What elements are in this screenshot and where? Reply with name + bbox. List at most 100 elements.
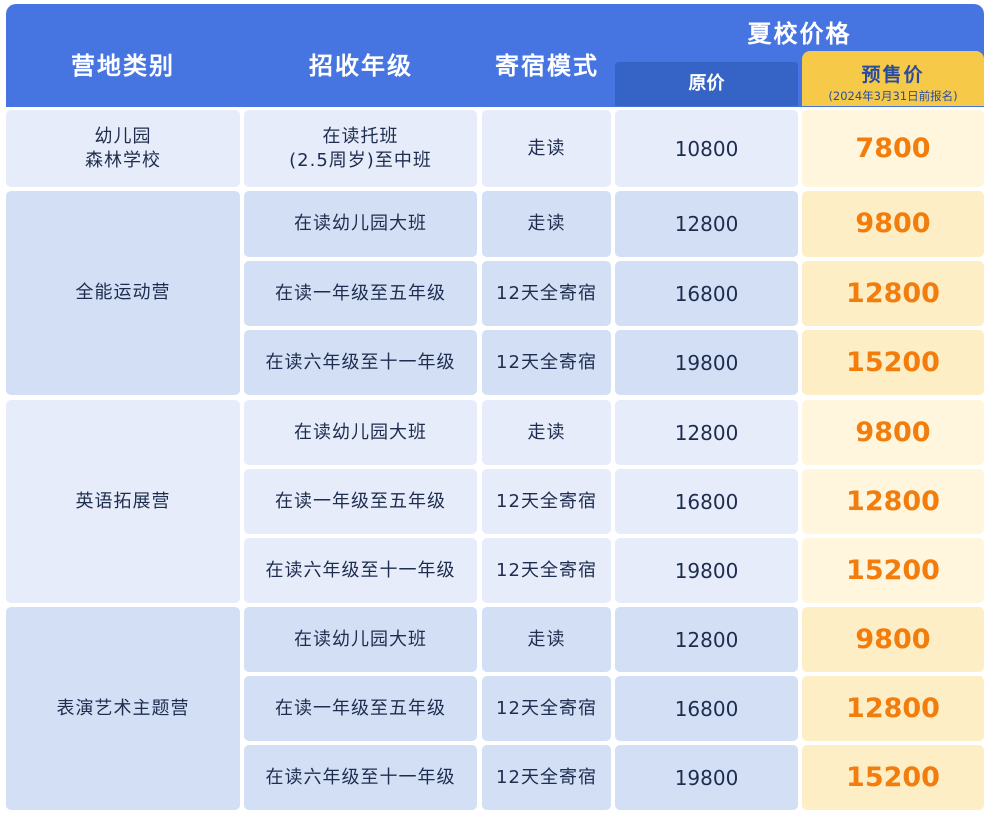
- original-price-text: 12800: [674, 420, 739, 445]
- grade-cell: 在读六年级至十一年级: [244, 745, 477, 810]
- grade-cell: 在读幼儿园大班: [244, 191, 477, 257]
- grade-cell-text: 在读一年级至五年级: [275, 282, 446, 304]
- presale-price-text: 9800: [855, 208, 931, 239]
- original-price: 16800: [615, 676, 798, 741]
- boarding-cell: 走读: [482, 607, 611, 672]
- boarding-cell-text: 12天全寄宿: [496, 490, 597, 512]
- boarding-cell: 走读: [482, 110, 611, 187]
- original-price-text: 12800: [674, 212, 739, 236]
- camp-category: 幼儿园 森林学校: [6, 110, 240, 187]
- boarding-cell-text: 走读: [527, 213, 566, 234]
- grade-cell: 在读一年级至五年级: [244, 261, 477, 326]
- presale-price: 15200: [802, 330, 984, 395]
- grade-cell: 在读六年级至十一年级: [244, 330, 477, 395]
- grade-cell-text: 在读一年级至五年级: [275, 697, 446, 719]
- boarding-cell-text: 12天全寄宿: [496, 697, 597, 719]
- grade-cell-text: 在读一年级至五年级: [275, 490, 446, 512]
- boarding-cell: 12天全寄宿: [482, 538, 611, 603]
- boarding-cell-text: 12天全寄宿: [496, 351, 597, 373]
- presale-price-text: 15200: [846, 761, 940, 793]
- grade-cell-text: 在读幼儿园大班: [294, 628, 427, 650]
- camp-category-text: 全能运动营: [75, 282, 171, 303]
- original-price: 12800: [615, 191, 798, 257]
- grade-cell: 在读一年级至五年级: [244, 676, 477, 741]
- header-presale-note: (2024年3月31日前报名): [828, 89, 958, 103]
- original-price-text: 19800: [674, 765, 739, 790]
- header-presale: 预售价 (2024年3月31日前报名): [802, 51, 984, 106]
- header-presale-label: 预售价: [861, 64, 925, 86]
- boarding-cell: 12天全寄宿: [482, 745, 611, 810]
- presale-price: 15200: [802, 745, 984, 810]
- boarding-cell-text: 走读: [527, 421, 566, 443]
- camp-category-text: 英语拓展营: [75, 490, 171, 512]
- camp-category-text: 表演艺术主题营: [56, 697, 190, 719]
- grade-cell-text: 在读托班: [322, 125, 399, 147]
- presale-price: 7800: [802, 110, 984, 187]
- header-boarding: 寄宿模式: [495, 51, 599, 80]
- grade-cell-text: 在读六年级至十一年级: [265, 559, 456, 581]
- boarding-cell: 12天全寄宿: [482, 330, 611, 395]
- grade-cell-text: 在读六年级至十一年级: [265, 766, 456, 788]
- presale-price: 9800: [802, 191, 984, 257]
- boarding-cell-text: 12天全寄宿: [496, 559, 597, 581]
- camp-category: 全能运动营: [6, 191, 240, 395]
- boarding-cell: 12天全寄宿: [482, 469, 611, 534]
- presale-price-text: 15200: [846, 346, 940, 378]
- header-original: 原价: [615, 62, 798, 106]
- header-grade: 招收年级: [309, 51, 413, 80]
- presale-price-text: 7800: [855, 132, 931, 164]
- presale-price-text: 9800: [855, 623, 931, 655]
- original-price: 10800: [615, 110, 798, 187]
- boarding-cell: 12天全寄宿: [482, 261, 611, 326]
- header-original-label: 原价: [688, 73, 725, 94]
- grade-cell-text: 在读幼儿园大班: [294, 421, 427, 443]
- presale-price-text: 9800: [855, 416, 931, 448]
- presale-price: 12800: [802, 676, 984, 741]
- original-price: 19800: [615, 745, 798, 810]
- camp-category-text: 幼儿园: [94, 125, 152, 147]
- grade-cell-text: 在读幼儿园大班: [294, 213, 427, 234]
- original-price-text: 10800: [674, 136, 739, 161]
- original-price-text: 16800: [674, 696, 739, 721]
- boarding-cell-text: 走读: [527, 628, 566, 650]
- boarding-cell: 12天全寄宿: [482, 676, 611, 741]
- camp-category-text: 森林学校: [85, 149, 161, 171]
- camp-category: 表演艺术主题营: [6, 607, 240, 810]
- original-price-text: 12800: [674, 627, 739, 652]
- original-price: 12800: [615, 400, 798, 465]
- grade-cell: 在读一年级至五年级: [244, 469, 477, 534]
- original-price-text: 16800: [674, 281, 739, 306]
- grade-cell-text: (2.5周岁)至中班: [289, 149, 432, 171]
- grade-cell: 在读六年级至十一年级: [244, 538, 477, 603]
- original-price: 19800: [615, 330, 798, 395]
- grade-cell: 在读幼儿园大班: [244, 607, 477, 672]
- original-price-text: 16800: [674, 489, 739, 514]
- original-price-text: 19800: [674, 350, 739, 375]
- header-summer-price: 夏校价格: [747, 19, 852, 48]
- boarding-cell-text: 12天全寄宿: [496, 282, 597, 304]
- original-price: 19800: [615, 538, 798, 603]
- presale-price-text: 12800: [846, 485, 940, 517]
- presale-price: 15200: [802, 538, 984, 603]
- presale-price: 9800: [802, 607, 984, 672]
- boarding-cell: 走读: [482, 191, 611, 257]
- camp-category: 英语拓展营: [6, 400, 240, 603]
- presale-price: 9800: [802, 400, 984, 465]
- original-price-text: 19800: [674, 558, 739, 583]
- boarding-cell-text: 12天全寄宿: [496, 766, 597, 788]
- presale-price-text: 12800: [846, 277, 940, 309]
- original-price: 12800: [615, 607, 798, 672]
- presale-price-text: 12800: [846, 692, 940, 724]
- presale-price: 12800: [802, 261, 984, 326]
- presale-price: 12800: [802, 469, 984, 534]
- grade-cell: 在读托班 (2.5周岁)至中班: [244, 110, 477, 187]
- original-price: 16800: [615, 469, 798, 534]
- boarding-cell: 走读: [482, 400, 611, 465]
- original-price: 16800: [615, 261, 798, 326]
- header-category: 营地类别: [71, 51, 175, 80]
- presale-price-text: 15200: [846, 554, 940, 586]
- grade-cell: 在读幼儿园大班: [244, 400, 477, 465]
- grade-cell-text: 在读六年级至十一年级: [265, 351, 456, 373]
- boarding-cell-text: 走读: [527, 137, 566, 159]
